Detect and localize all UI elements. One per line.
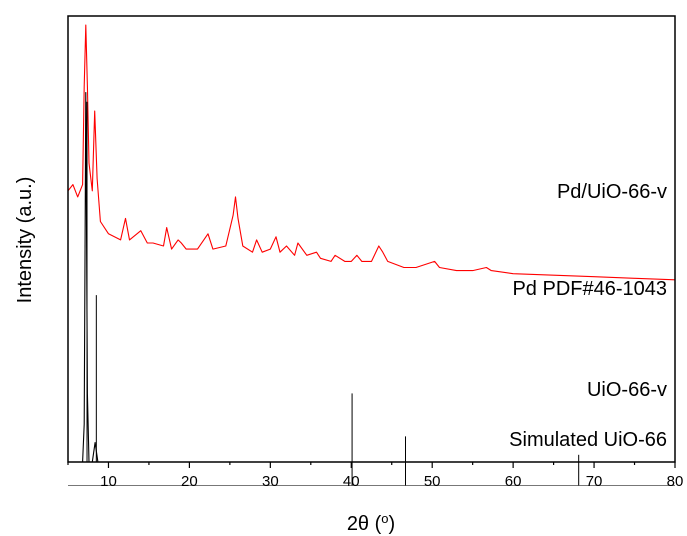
x-axis-label-close: ): [389, 513, 396, 535]
x-tick-label-50: 50: [424, 473, 441, 490]
trace-label-pd-pdf: Pd PDF#46-1043: [512, 278, 667, 300]
series-line-pd_uio: [67, 24, 676, 281]
plot-area: [67, 24, 676, 486]
x-tick-label-40: 40: [343, 473, 360, 490]
x-tick-label-60: 60: [505, 473, 522, 490]
y-axis-label: Intensity (a.u.): [14, 177, 36, 304]
x-tick-label-20: 20: [181, 473, 198, 490]
x-axis-ticks: 10 20 30 40 50 60 70 80: [67, 462, 684, 490]
x-tick-label-70: 70: [586, 473, 603, 490]
plot-frame: [67, 15, 676, 463]
trace-label-uio: UiO-66-v: [587, 379, 667, 401]
x-tick-label-30: 30: [262, 473, 279, 490]
x-tick-label-80: 80: [667, 473, 684, 490]
x-axis-label-degree: o: [381, 511, 388, 526]
trace-label-simulated: Simulated UiO-66: [509, 429, 667, 451]
x-tick-label-10: 10: [100, 473, 117, 490]
x-axis-label-main: 2θ (: [347, 513, 382, 535]
trace-label-pd-uio: Pd/UiO-66-v: [557, 181, 667, 203]
x-axis-label: 2θ (o): [347, 511, 395, 535]
